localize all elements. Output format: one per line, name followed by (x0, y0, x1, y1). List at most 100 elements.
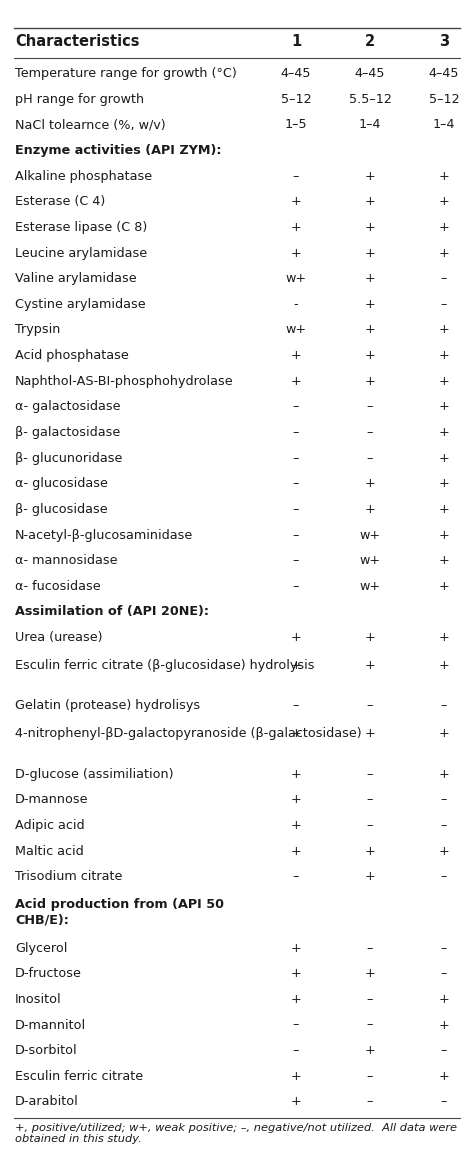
Text: +: + (438, 221, 449, 234)
Text: +: + (365, 169, 375, 182)
Text: β- glucosidase: β- glucosidase (15, 503, 108, 516)
Text: +: + (291, 246, 301, 259)
Text: +: + (291, 967, 301, 980)
Text: Esculin ferric citrate: Esculin ferric citrate (15, 1070, 143, 1083)
Text: 5–12: 5–12 (428, 92, 459, 106)
Text: Acid phosphatase: Acid phosphatase (15, 349, 129, 362)
Text: Glycerol: Glycerol (15, 941, 67, 954)
Text: pH range for growth: pH range for growth (15, 92, 144, 106)
Text: Trypsin: Trypsin (15, 324, 60, 336)
Text: 1–4: 1–4 (359, 118, 381, 131)
Text: –: – (293, 426, 299, 439)
Text: +: + (438, 452, 449, 465)
Text: +: + (438, 767, 449, 781)
Text: –: – (441, 967, 447, 980)
Text: –: – (441, 819, 447, 832)
Text: Acid production from (API 50
CHB/E):: Acid production from (API 50 CHB/E): (15, 898, 224, 926)
Text: +: + (365, 298, 375, 311)
Text: +: + (438, 1018, 449, 1031)
Text: Adipic acid: Adipic acid (15, 819, 85, 832)
Text: +: + (291, 375, 301, 388)
Text: 4–45: 4–45 (355, 67, 385, 81)
Text: Leucine arylamidase: Leucine arylamidase (15, 246, 147, 259)
Text: Cystine arylamidase: Cystine arylamidase (15, 298, 146, 311)
Text: 3: 3 (439, 34, 449, 49)
Text: N-acetyl-β-glucosaminidase: N-acetyl-β-glucosaminidase (15, 529, 193, 542)
Text: α- glucosidase: α- glucosidase (15, 478, 108, 491)
Text: 2: 2 (365, 34, 375, 49)
Text: +: + (438, 324, 449, 336)
Text: –: – (293, 529, 299, 542)
Text: α- mannosidase: α- mannosidase (15, 554, 118, 568)
Text: Naphthol-AS-BI-phosphohydrolase: Naphthol-AS-BI-phosphohydrolase (15, 375, 234, 388)
Text: 1–4: 1–4 (433, 118, 455, 131)
Text: +: + (438, 579, 449, 593)
Text: +: + (438, 1070, 449, 1083)
Text: +: + (291, 767, 301, 781)
Text: –: – (441, 870, 447, 883)
Text: –: – (293, 1044, 299, 1057)
Text: –: – (441, 1096, 447, 1108)
Text: Trisodium citrate: Trisodium citrate (15, 870, 122, 883)
Text: +: + (438, 529, 449, 542)
Text: –: – (367, 1070, 373, 1083)
Text: +: + (365, 324, 375, 336)
Text: –: – (293, 503, 299, 516)
Text: +: + (438, 426, 449, 439)
Text: +, positive/utilized; w+, weak positive; –, negative/not utilized.  All data wer: +, positive/utilized; w+, weak positive;… (15, 1122, 457, 1133)
Text: +: + (438, 554, 449, 568)
Text: α- galactosidase: α- galactosidase (15, 401, 120, 413)
Text: –: – (367, 767, 373, 781)
Text: +: + (365, 375, 375, 388)
Text: +: + (365, 1044, 375, 1057)
Text: +: + (365, 844, 375, 857)
Text: +: + (291, 1096, 301, 1108)
Text: D-mannitol: D-mannitol (15, 1018, 86, 1031)
Text: +: + (365, 967, 375, 980)
Text: 4–45: 4–45 (429, 67, 459, 81)
Text: w+: w+ (285, 272, 307, 285)
Text: +: + (438, 503, 449, 516)
Text: +: + (365, 221, 375, 234)
Text: +: + (365, 503, 375, 516)
Text: +: + (365, 195, 375, 208)
Text: 1–5: 1–5 (285, 118, 307, 131)
Text: Temperature range for growth (°C): Temperature range for growth (°C) (15, 67, 237, 81)
Text: Enzyme activities (API ZYM):: Enzyme activities (API ZYM): (15, 144, 221, 157)
Text: +: + (291, 941, 301, 954)
Text: obtained in this study.: obtained in this study. (15, 1134, 142, 1143)
Text: –: – (367, 1018, 373, 1031)
Text: w+: w+ (359, 529, 381, 542)
Text: Assimilation of (API 20NE):: Assimilation of (API 20NE): (15, 605, 209, 619)
Text: –: – (441, 1044, 447, 1057)
Text: +: + (438, 401, 449, 413)
Text: +: + (291, 195, 301, 208)
Text: +: + (365, 349, 375, 362)
Text: +: + (291, 659, 301, 672)
Text: +: + (438, 169, 449, 182)
Text: NaCl tolearnce (%, w/v): NaCl tolearnce (%, w/v) (15, 118, 165, 131)
Text: w+: w+ (359, 579, 381, 593)
Text: +: + (438, 246, 449, 259)
Text: +: + (291, 793, 301, 806)
Text: Esterase lipase (C 8): Esterase lipase (C 8) (15, 221, 147, 234)
Text: –: – (367, 819, 373, 832)
Text: Gelatin (protease) hydrolisys: Gelatin (protease) hydrolisys (15, 700, 200, 712)
Text: +: + (291, 349, 301, 362)
Text: D-arabitol: D-arabitol (15, 1096, 79, 1108)
Text: –: – (293, 169, 299, 182)
Text: –: – (367, 793, 373, 806)
Text: Maltic acid: Maltic acid (15, 844, 84, 857)
Text: +: + (365, 728, 375, 741)
Text: –: – (441, 941, 447, 954)
Text: –: – (293, 401, 299, 413)
Text: β- galactosidase: β- galactosidase (15, 426, 120, 439)
Text: –: – (441, 272, 447, 285)
Text: w+: w+ (285, 324, 307, 336)
Text: +: + (365, 246, 375, 259)
Text: 4-nitrophenyl-βD-galactopyranoside (β-galactosidase): 4-nitrophenyl-βD-galactopyranoside (β-ga… (15, 728, 362, 741)
Text: +: + (365, 478, 375, 491)
Text: +: + (438, 349, 449, 362)
Text: +: + (365, 272, 375, 285)
Text: –: – (441, 700, 447, 712)
